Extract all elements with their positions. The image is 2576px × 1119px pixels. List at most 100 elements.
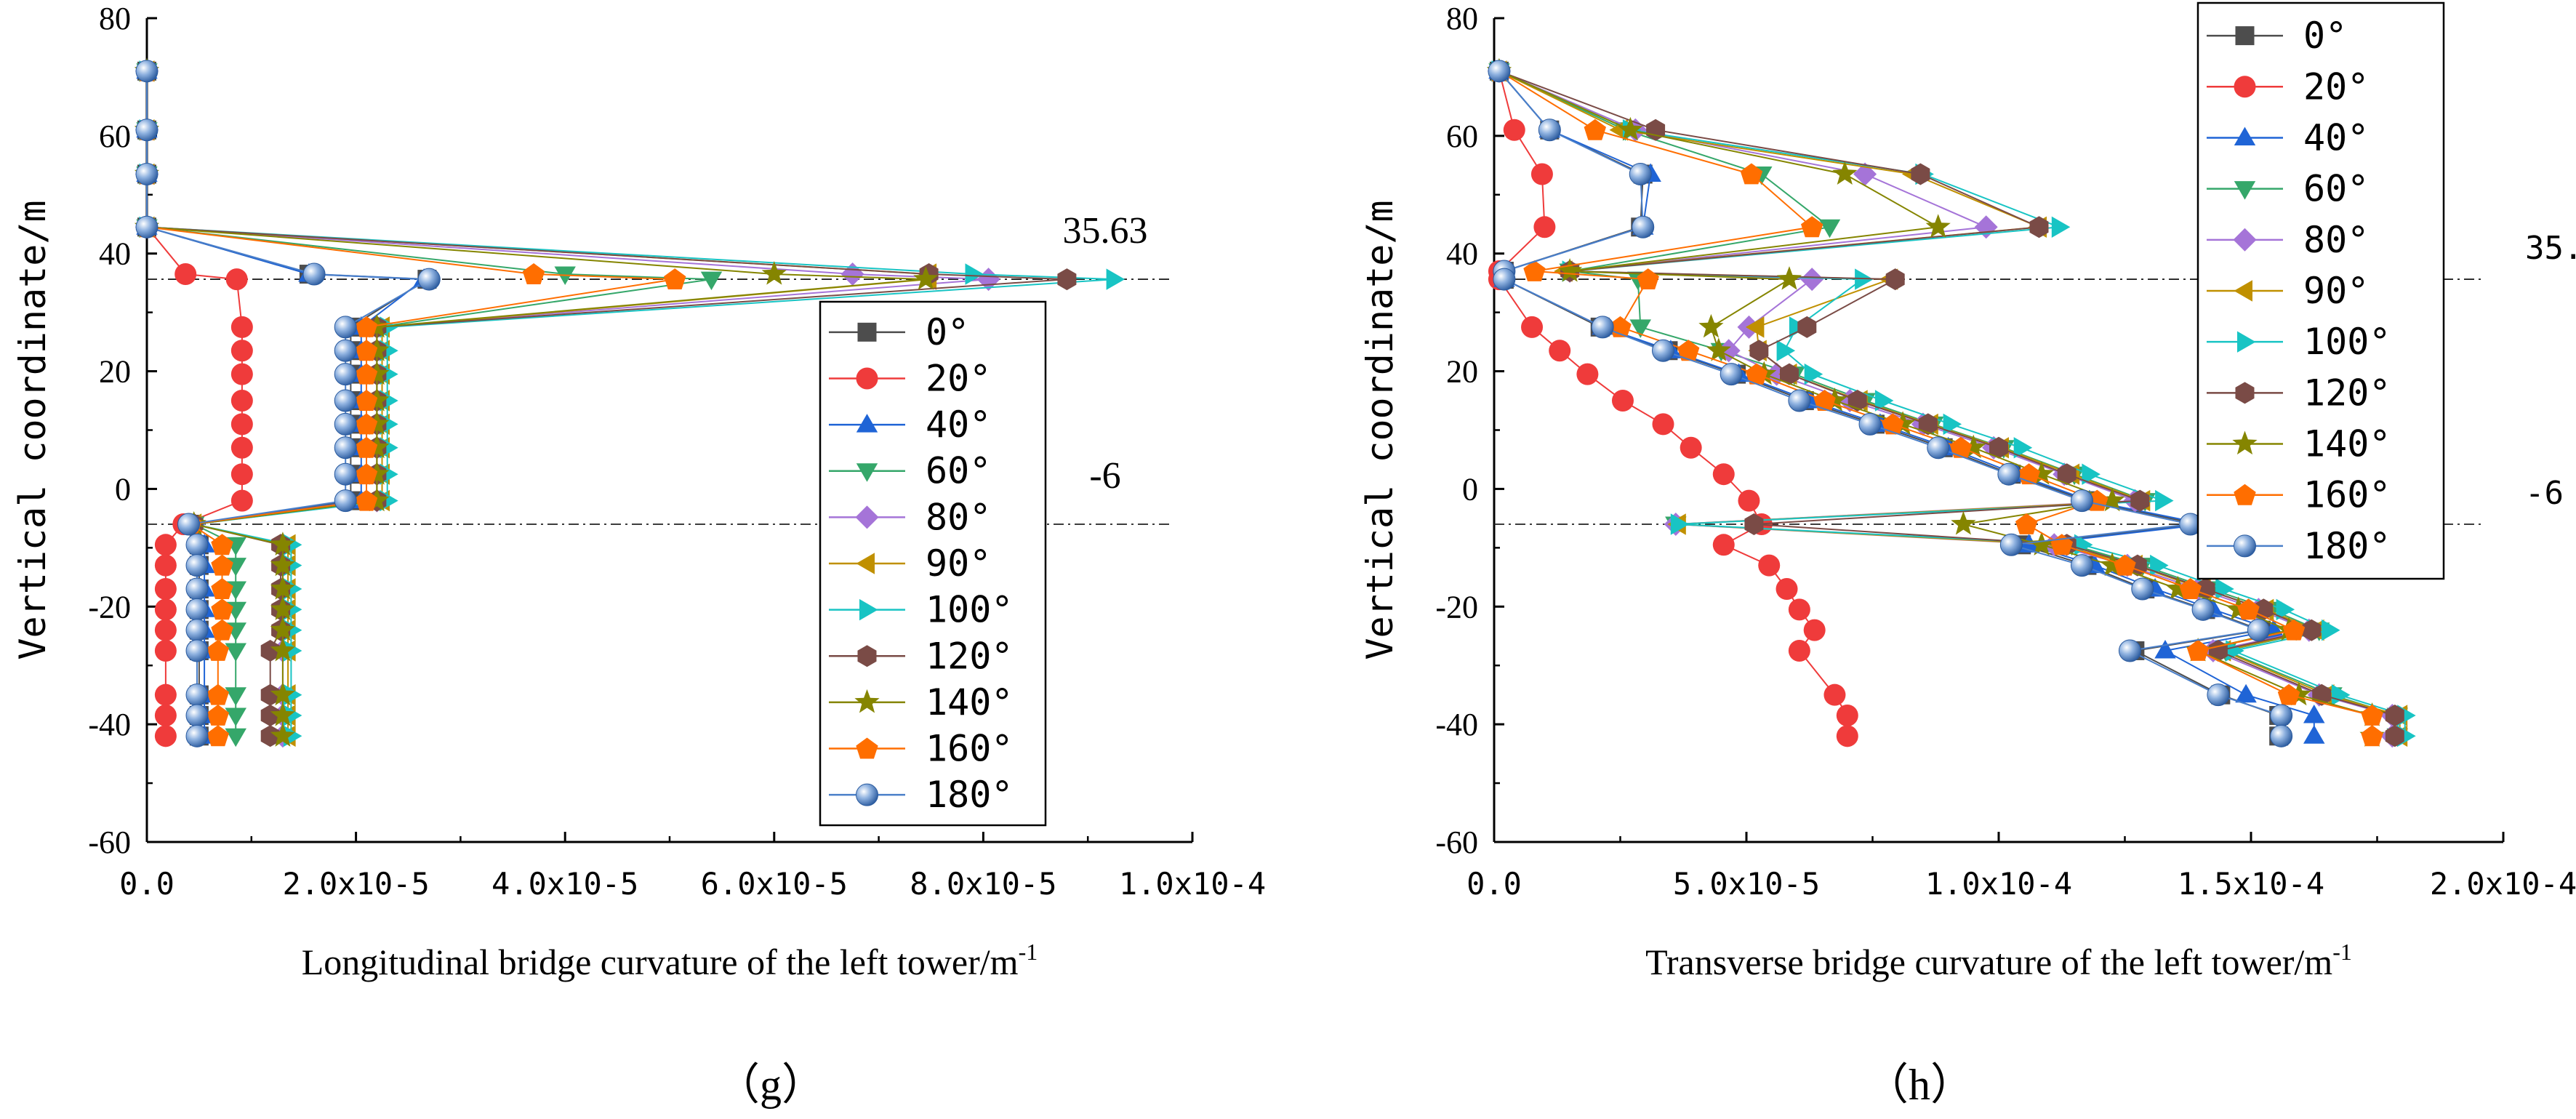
y-tick-label: 0 xyxy=(115,471,131,507)
data-point xyxy=(1951,511,1976,535)
legend-marker xyxy=(857,322,877,342)
data-point xyxy=(1832,161,1858,185)
legend-marker xyxy=(2235,382,2255,404)
legend-entry: 40° xyxy=(926,404,991,446)
data-point xyxy=(2361,705,2383,726)
data-point xyxy=(2082,463,2100,485)
data-point xyxy=(185,724,209,747)
data-point xyxy=(206,725,229,747)
data-point xyxy=(1885,268,1905,291)
data-point xyxy=(2029,216,2049,238)
legend-entry: 40° xyxy=(2303,116,2369,159)
data-point xyxy=(154,705,177,727)
data-point xyxy=(185,533,209,556)
panel-h-chart: （h） 80 60 40 20 0 -20 -40 -60 0.0 5.0x10-5 1.0x10-… xyxy=(1359,1,2576,1109)
y-tick-label: 20 xyxy=(1446,354,1478,390)
data-point xyxy=(1758,554,1781,577)
legend-marker xyxy=(2233,228,2257,252)
data-point xyxy=(2191,598,2215,621)
legend-entry: 80° xyxy=(2303,219,2369,261)
legend-entry: 180° xyxy=(2303,525,2391,567)
data-point xyxy=(664,268,686,289)
data-point xyxy=(1801,216,1823,238)
data-point xyxy=(417,268,441,291)
data-point xyxy=(1493,268,1516,291)
data-point xyxy=(270,638,296,662)
data-point xyxy=(1749,340,1769,362)
data-point xyxy=(1530,163,1553,185)
data-point xyxy=(355,390,378,411)
data-point xyxy=(230,390,253,412)
x-tick-label: 6.0x10-5 xyxy=(701,866,848,902)
legend-entry: 60° xyxy=(926,450,991,492)
x-tick-label: 8.0x10-5 xyxy=(910,866,1056,902)
data-point xyxy=(1855,268,1874,290)
y-tick-label: 0 xyxy=(1462,471,1478,507)
data-point xyxy=(174,263,197,286)
legend-entry: 140° xyxy=(2303,423,2391,465)
data-point xyxy=(2071,489,2094,513)
data-point xyxy=(270,723,296,747)
data-point xyxy=(154,725,177,747)
data-point xyxy=(185,619,209,642)
legend-marker xyxy=(859,598,878,621)
data-point xyxy=(211,578,233,599)
data-point xyxy=(700,271,723,291)
data-point xyxy=(260,725,280,747)
data-point xyxy=(2071,554,2094,577)
data-point xyxy=(1874,390,1894,412)
data-point xyxy=(154,619,177,641)
data-point xyxy=(1788,389,1811,412)
data-point xyxy=(1740,163,1763,185)
data-point xyxy=(1961,434,1986,459)
legend-entry: 20° xyxy=(926,357,991,399)
data-point xyxy=(1738,489,1760,512)
data-point xyxy=(1538,119,1561,142)
series-line xyxy=(1498,70,2373,737)
data-point xyxy=(2282,619,2306,641)
legend-marker xyxy=(2232,430,2258,455)
data-point xyxy=(1712,463,1735,486)
legend-marker xyxy=(2235,26,2255,46)
data-point xyxy=(1989,436,2008,459)
data-point xyxy=(185,639,209,662)
data-point xyxy=(2131,577,2154,601)
data-point xyxy=(270,552,296,577)
x-tick-label: 1.0x10-4 xyxy=(1119,866,1266,902)
legend-entry: 0° xyxy=(2303,15,2347,57)
data-point xyxy=(1858,412,1882,436)
data-point xyxy=(1670,513,1690,535)
data-point xyxy=(230,413,253,436)
data-point xyxy=(1927,436,1950,460)
y-tick-label: -60 xyxy=(88,825,131,860)
x-axis-label-exponent: -1 xyxy=(2332,939,2352,965)
data-point xyxy=(2196,578,2215,600)
data-point xyxy=(154,534,177,556)
data-point xyxy=(154,554,177,577)
data-point xyxy=(260,683,280,706)
data-point xyxy=(2100,552,2125,577)
data-point xyxy=(2361,725,2383,747)
data-point xyxy=(1836,725,1858,747)
data-point xyxy=(2385,705,2404,726)
data-point xyxy=(2385,725,2404,747)
data-point xyxy=(270,681,296,706)
x-tick-label: 0.0 xyxy=(119,866,174,902)
data-point xyxy=(334,412,357,436)
data-point xyxy=(230,340,253,362)
data-point xyxy=(2057,463,2077,486)
legend-entry: 0° xyxy=(926,311,969,353)
data-point xyxy=(185,554,209,577)
data-point xyxy=(1803,619,1826,641)
legend-marker xyxy=(2234,181,2256,200)
data-point xyxy=(270,617,296,641)
series-160deg xyxy=(1488,60,2383,747)
data-point xyxy=(2029,461,2055,485)
y-tick-label: 40 xyxy=(99,236,131,272)
data-point xyxy=(1911,163,1930,185)
reference-line-label: -6 xyxy=(1089,455,1120,497)
legend-marker xyxy=(2234,76,2256,98)
data-point xyxy=(334,489,357,513)
data-point xyxy=(2179,578,2202,599)
data-point xyxy=(230,316,253,338)
